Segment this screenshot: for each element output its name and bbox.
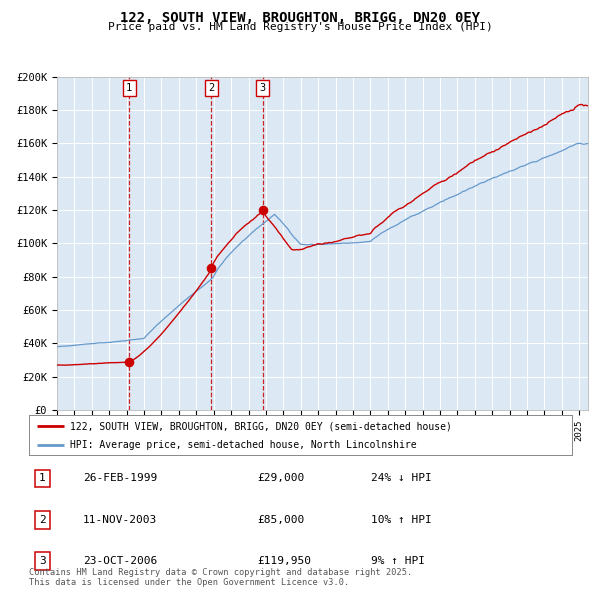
Text: 24% ↓ HPI: 24% ↓ HPI [371,474,431,483]
Text: 2: 2 [208,83,214,93]
Text: Contains HM Land Registry data © Crown copyright and database right 2025.
This d: Contains HM Land Registry data © Crown c… [29,568,412,587]
Text: 3: 3 [259,83,266,93]
Text: 3: 3 [39,556,46,566]
Text: 1: 1 [126,83,133,93]
Text: 9% ↑ HPI: 9% ↑ HPI [371,556,425,566]
Text: 23-OCT-2006: 23-OCT-2006 [83,556,157,566]
Point [206,264,216,273]
Text: 122, SOUTH VIEW, BROUGHTON, BRIGG, DN20 0EY (semi-detached house): 122, SOUTH VIEW, BROUGHTON, BRIGG, DN20 … [70,421,451,431]
Text: £119,950: £119,950 [257,556,311,566]
Text: 2: 2 [39,515,46,525]
Text: 26-FEB-1999: 26-FEB-1999 [83,474,157,483]
Text: HPI: Average price, semi-detached house, North Lincolnshire: HPI: Average price, semi-detached house,… [70,440,416,450]
Text: 122, SOUTH VIEW, BROUGHTON, BRIGG, DN20 0EY: 122, SOUTH VIEW, BROUGHTON, BRIGG, DN20 … [120,11,480,25]
Text: £29,000: £29,000 [257,474,304,483]
Text: 1: 1 [39,474,46,483]
Text: 10% ↑ HPI: 10% ↑ HPI [371,515,431,525]
Text: Price paid vs. HM Land Registry's House Price Index (HPI): Price paid vs. HM Land Registry's House … [107,22,493,32]
Point [124,357,134,366]
Point [258,205,268,215]
Text: 11-NOV-2003: 11-NOV-2003 [83,515,157,525]
Text: £85,000: £85,000 [257,515,304,525]
